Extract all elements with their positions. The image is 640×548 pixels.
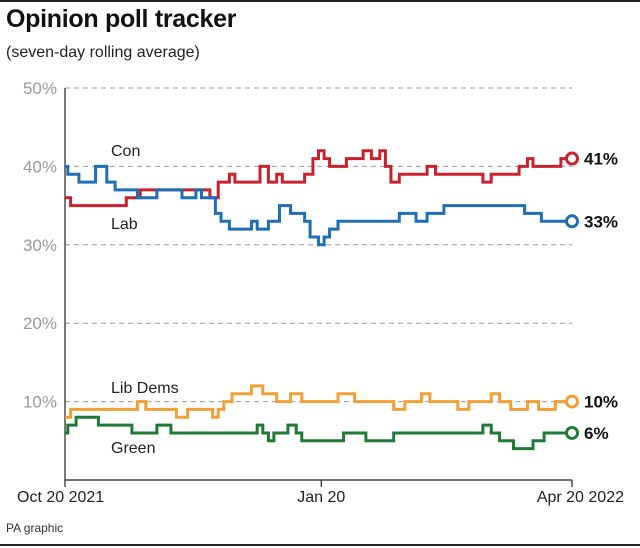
series-line-lab [65, 164, 572, 247]
top-rule [0, 0, 640, 2]
y-tick-label-50: 50% [23, 79, 57, 98]
y-tick-label-30: 30% [23, 236, 57, 255]
y-tick-label-10: 10% [23, 393, 57, 412]
source-credit: PA graphic [6, 521, 64, 535]
end-value-lib-dems: 10% [584, 393, 618, 412]
end-value-lab: 33% [584, 212, 618, 231]
x-tick-label-1: Jan 20 [297, 489, 345, 506]
bottom-rule [0, 544, 640, 546]
series-label-con: Con [111, 143, 140, 160]
end-marker-lib-dems [565, 394, 579, 409]
x-tick-label-0: Oct 20 2021 [17, 489, 104, 506]
series-line-green [65, 415, 572, 451]
end-marker-lab [565, 214, 579, 229]
x-tick-label-2: Apr 20 2022 [537, 489, 624, 506]
end-marker-con [565, 151, 579, 166]
end-value-con: 41% [584, 150, 618, 169]
series-line-lib-dems [65, 384, 572, 419]
series-line-con [65, 149, 572, 208]
series-label-green: Green [111, 440, 155, 457]
y-tick-label-40: 40% [23, 157, 57, 176]
y-tick-label-20: 20% [23, 314, 57, 333]
end-value-green: 6% [584, 424, 609, 443]
chart-subtitle: (seven-day rolling average) [6, 44, 200, 61]
series-label-lab: Lab [111, 216, 138, 233]
series-label-lib-dems: Lib Dems [111, 380, 179, 397]
chart-title: Opinion poll tracker [6, 5, 237, 33]
end-marker-green [565, 425, 579, 440]
